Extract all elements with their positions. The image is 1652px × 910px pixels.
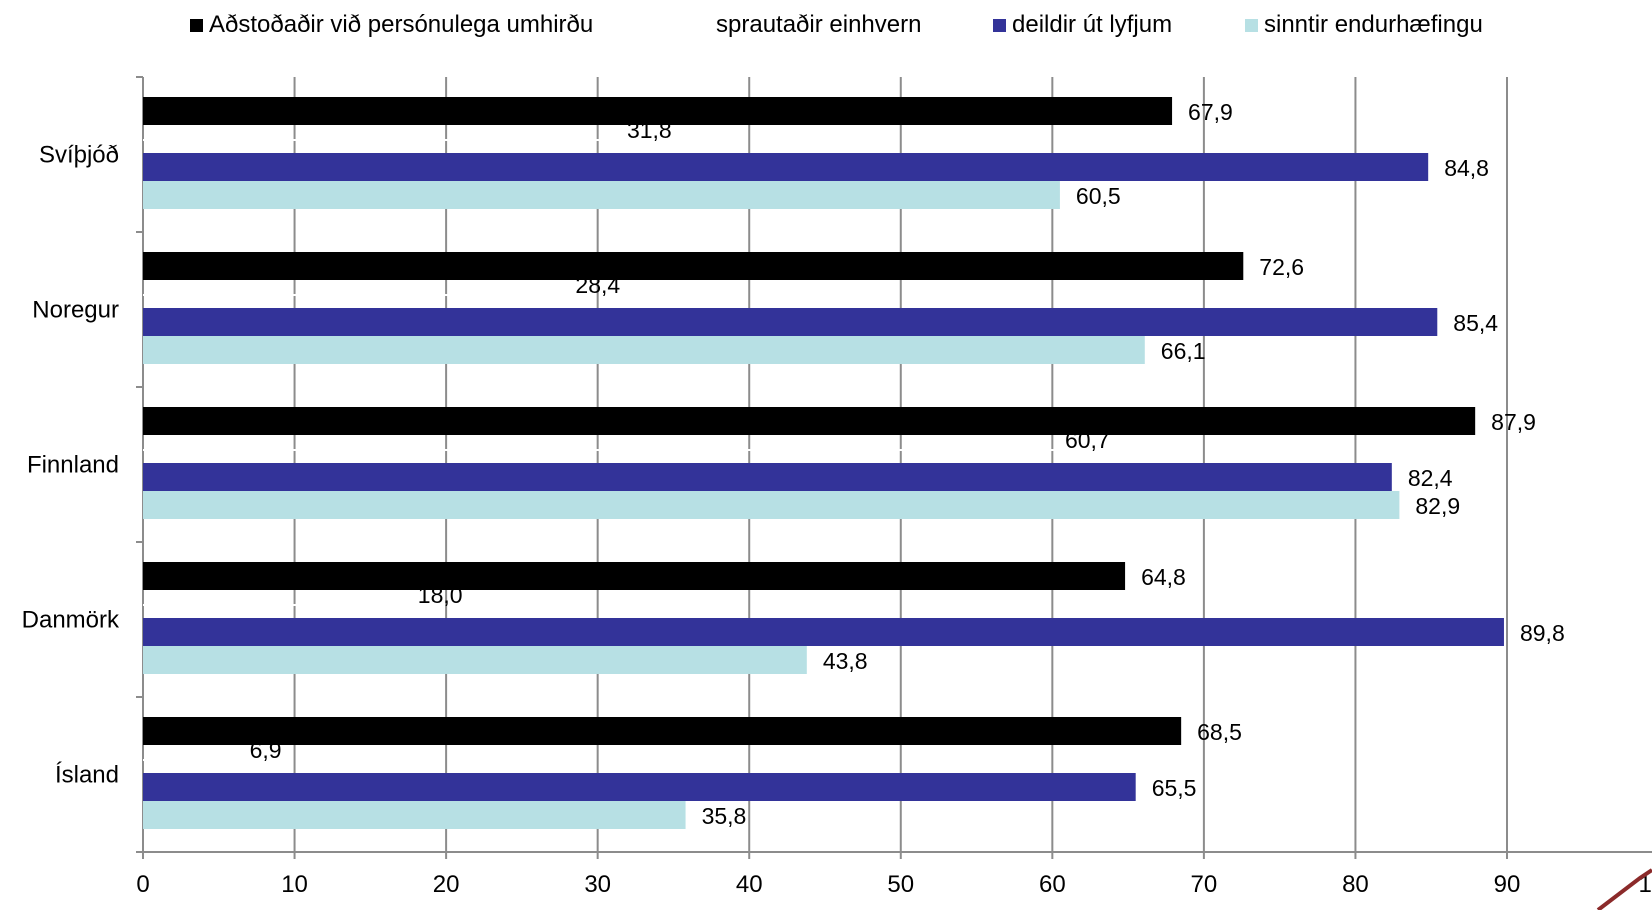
data-label: 64,8: [1141, 564, 1186, 590]
bar: [143, 801, 686, 829]
bar: [143, 407, 1476, 435]
bar: [143, 294, 574, 296]
x-tick-label: 30: [584, 871, 611, 898]
legend-label: sinntir endurhæfingu: [1264, 11, 1483, 38]
x-tick-label: 10: [281, 871, 308, 898]
data-label: 89,8: [1520, 620, 1565, 646]
x-tick-label: 80: [1342, 871, 1369, 898]
data-label: 60,7: [1065, 427, 1110, 453]
chart-legend: Aðstoðaðir við persónulega umhirðu spraut…: [0, 8, 1652, 42]
bar: [143, 759, 248, 761]
x-tick-label: 40: [736, 871, 763, 898]
bar: [143, 618, 1504, 646]
data-label: 65,5: [1152, 775, 1197, 801]
bar: [143, 97, 1173, 125]
x-tick-label: 20: [433, 871, 460, 898]
data-label: 72,6: [1259, 254, 1304, 280]
data-label: 82,9: [1415, 493, 1460, 519]
category-label: Ísland: [55, 762, 119, 789]
legend-item: Aðstoðaðir við persónulega umhirðu: [190, 8, 593, 42]
data-labels: 67,9 31,8 84,8 60,5 72,6 28,4 85,4 66,1 87,9 60,7…: [250, 99, 1565, 829]
category-label: Svíþjóð: [39, 142, 119, 169]
data-label: 85,4: [1453, 310, 1498, 336]
bar: [143, 646, 807, 674]
x-tick-label: 90: [1494, 871, 1521, 898]
legend-label: deildir út lyfjum: [1012, 11, 1173, 38]
legend-swatch: [190, 18, 203, 32]
data-label: 84,8: [1444, 155, 1489, 181]
legend-item: sinntir endurhæfingu: [1245, 8, 1483, 42]
bar: [143, 139, 625, 141]
x-tick-label: 0: [136, 871, 149, 898]
data-label: 6,9: [250, 737, 282, 763]
x-tick-label: 60: [1039, 871, 1066, 898]
data-label: 67,9: [1188, 99, 1233, 125]
data-label: 68,5: [1197, 719, 1242, 745]
bar: [143, 336, 1145, 364]
tick-labels: 0102030405060708090100: [136, 871, 1652, 898]
data-label: 87,9: [1491, 409, 1536, 435]
data-label: 43,8: [823, 648, 868, 674]
bars: [143, 97, 1504, 829]
legend-label: sprautaðir einhvern: [716, 11, 922, 38]
x-tick-label: 70: [1191, 871, 1218, 898]
bar: [143, 252, 1244, 280]
data-label: 35,8: [702, 803, 747, 829]
category-label: Finnland: [27, 452, 119, 479]
category-labels: Svíþjóð Noregur Finnland Danmörk Ísland: [22, 142, 120, 789]
legend-item: sprautaðir einhvern: [697, 8, 921, 42]
bar: [143, 449, 1063, 451]
bar: [143, 308, 1438, 336]
legend-swatch: [697, 18, 710, 32]
data-label: 60,5: [1076, 183, 1121, 209]
legend-label: Aðstoðaðir við persónulega umhirðu: [209, 11, 594, 38]
legend-swatch: [993, 18, 1006, 32]
bar: [143, 604, 416, 606]
category-label: Danmörk: [22, 607, 120, 634]
bar: [143, 562, 1126, 590]
bar: [143, 463, 1392, 491]
bar: [143, 181, 1060, 209]
bar: [143, 773, 1136, 801]
data-label: 82,4: [1408, 465, 1453, 491]
category-label: Noregur: [32, 297, 119, 324]
legend-swatch: [1245, 18, 1258, 32]
corner-decoration-mark: [1596, 868, 1652, 910]
data-label: 28,4: [575, 272, 620, 298]
bar: [143, 717, 1182, 745]
data-label: 31,8: [627, 117, 672, 143]
legend-item: deildir út lyfjum: [993, 8, 1172, 42]
x-tick-label: 50: [887, 871, 914, 898]
bar: [143, 491, 1400, 519]
data-label: 18,0: [418, 582, 463, 608]
data-label: 66,1: [1161, 338, 1206, 364]
bar: [143, 153, 1429, 181]
